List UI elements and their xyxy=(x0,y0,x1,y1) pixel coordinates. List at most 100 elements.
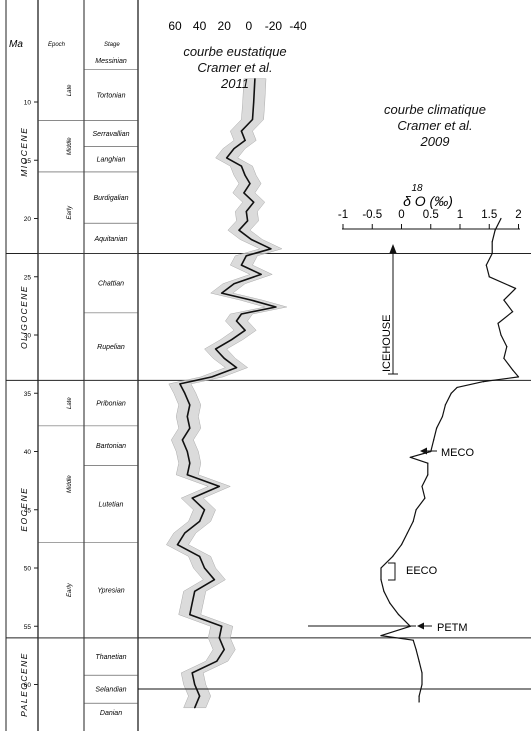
eustatic-point xyxy=(253,101,255,103)
climate-point xyxy=(424,497,426,499)
eustatic-point xyxy=(260,273,262,276)
eustatic-point xyxy=(218,637,220,639)
climate-point xyxy=(436,427,438,429)
eustatic-x-tick-label: -20 xyxy=(265,19,283,33)
eustatic-title: courbe eustatique Cramer et al. 2011 xyxy=(160,44,310,92)
eustatic-point xyxy=(243,192,245,194)
age-tick-label: 45 xyxy=(24,507,32,514)
eustatic-point xyxy=(189,614,191,616)
eustatic-point xyxy=(235,320,238,322)
climate-point xyxy=(444,404,446,406)
climate-point xyxy=(503,299,505,301)
climate-point xyxy=(485,264,487,266)
eustatic-point xyxy=(189,462,191,464)
ma-header: Ma xyxy=(9,39,23,50)
eustatic-point xyxy=(251,118,254,121)
eustatic-point xyxy=(181,439,183,441)
climate-title-line-2: Cramer et al. xyxy=(397,118,473,133)
meco-arrowhead xyxy=(420,447,427,455)
age-tick-label: 20 xyxy=(24,216,32,223)
eustatic-point xyxy=(194,683,196,686)
subepoch-label: Early xyxy=(67,205,73,220)
climate-point xyxy=(482,381,484,383)
eustatic-point xyxy=(223,648,225,651)
climate-point xyxy=(380,634,382,637)
epoch-label: OLIGOCENE xyxy=(19,285,29,349)
climate-point xyxy=(517,376,520,378)
eustatic-point xyxy=(240,165,243,167)
climate-point xyxy=(512,369,514,371)
age-tick-label: 25 xyxy=(24,274,32,281)
eustatic-curve-panel: 60 40 20 0 -20 -40 xyxy=(166,19,307,709)
eustatic-point xyxy=(275,306,277,308)
eustatic-point xyxy=(189,404,191,406)
eustatic-point xyxy=(213,579,215,581)
climate-point xyxy=(503,357,505,359)
age-tick-label: 15 xyxy=(24,158,32,165)
climate-point xyxy=(392,555,394,557)
climate-point xyxy=(456,386,458,389)
eustatic-point xyxy=(203,567,206,569)
eustatic-x-tick-label: -40 xyxy=(289,19,307,33)
climate-point xyxy=(389,602,391,604)
epoch-label: EOCENE xyxy=(19,487,29,532)
climate-x-tick-label: 0.5 xyxy=(423,209,439,221)
eeco-annotation: EECO xyxy=(388,562,438,581)
meco-annotation: MECO xyxy=(420,447,474,459)
eustatic-point xyxy=(223,357,225,359)
eustatic-point xyxy=(233,148,235,150)
subepoch-label: Late xyxy=(67,397,73,409)
climate-point xyxy=(491,241,493,243)
eustatic-point xyxy=(226,157,228,159)
eustatic-point xyxy=(191,672,193,674)
eustatic-point xyxy=(221,625,223,627)
climate-point xyxy=(397,614,400,616)
climate-point xyxy=(380,579,382,581)
eustatic-point xyxy=(186,450,188,453)
stage-label: Burdigalian xyxy=(93,195,128,202)
petm-label: PETM xyxy=(437,622,468,634)
climate-x-tick-label: 1 xyxy=(457,209,463,221)
climate-point xyxy=(412,639,414,641)
stage-header: Stage xyxy=(104,42,120,48)
climate-point xyxy=(418,660,420,662)
icehouse-annotation: ICEHOUSE xyxy=(381,244,398,375)
stage-label: Tortonian xyxy=(97,93,126,100)
stage-label: Thanetian xyxy=(95,654,126,661)
age-tick-label: 30 xyxy=(24,333,32,340)
age-tick-label: 50 xyxy=(24,566,32,573)
climate-point xyxy=(514,287,517,289)
climate-point xyxy=(415,509,417,511)
eustatic-point xyxy=(176,544,179,546)
stage-label: Messinian xyxy=(95,58,127,65)
stage-label: Danian xyxy=(100,710,122,717)
eustatic-title-line-3: 2011 xyxy=(221,76,249,91)
eustatic-x-tick-label: 20 xyxy=(218,19,232,33)
eustatic-x-tick-label: 60 xyxy=(168,19,182,33)
subepoch-label: Middle xyxy=(67,475,73,493)
climate-point xyxy=(433,439,435,441)
climate-curve-panel: -1 -0.5 0 0.5 1 1.5 2 18 δ O (‰) ICEHOUSE MECO… xyxy=(308,183,522,703)
eustatic-point xyxy=(240,130,243,132)
icehouse-arrowhead xyxy=(389,244,397,253)
epoch-header: Epoch xyxy=(48,42,66,48)
subepoch-label: Middle xyxy=(67,137,73,155)
eustatic-point xyxy=(184,532,186,534)
climate-point xyxy=(412,520,414,523)
eustatic-point xyxy=(203,509,206,511)
eustatic-point xyxy=(191,602,193,604)
eustatic-point xyxy=(245,210,247,213)
epoch-label: MIOCENE xyxy=(19,127,29,177)
icehouse-label: ICEHOUSE xyxy=(381,315,393,372)
eustatic-point xyxy=(194,707,196,709)
climate-point xyxy=(400,544,403,546)
climate-x-tick-label: 1.5 xyxy=(481,209,497,221)
eustatic-point xyxy=(254,78,256,80)
stage-label: Lutetian xyxy=(99,501,124,508)
eustatic-point xyxy=(191,497,193,499)
eustatic-point xyxy=(244,329,246,331)
epoch-label: PALEOCENE xyxy=(19,652,29,717)
eustatic-point xyxy=(186,415,188,418)
stage-label: Rupelian xyxy=(97,344,125,351)
climate-point xyxy=(491,252,493,255)
